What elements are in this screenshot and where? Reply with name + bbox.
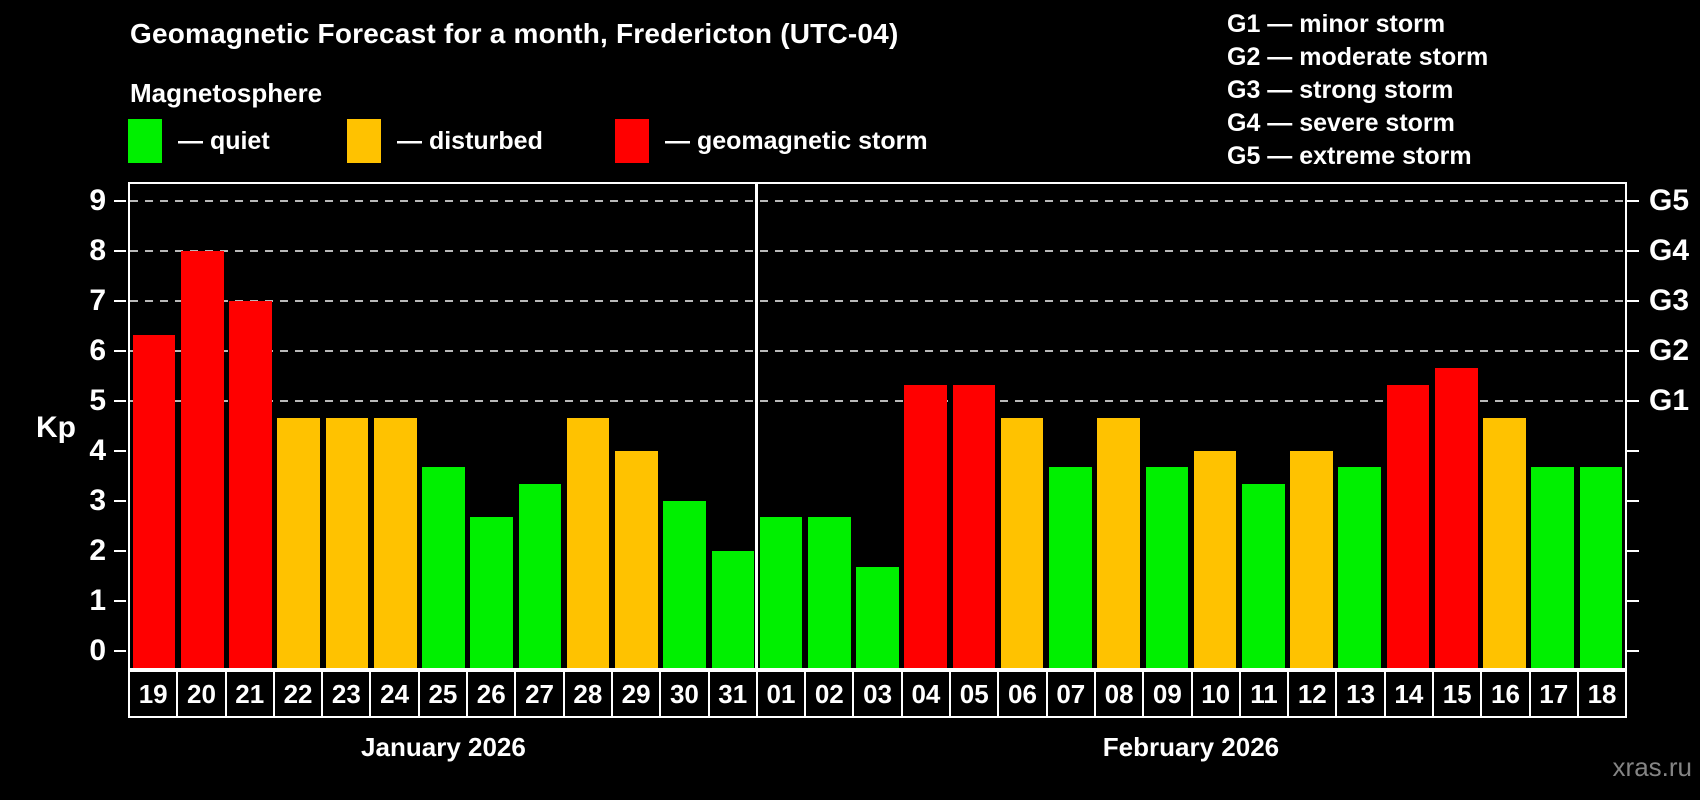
- gridline-kp-6: [130, 350, 1625, 353]
- date-cell-31: 31: [707, 670, 758, 718]
- disturbed-color-swatch: [347, 119, 381, 163]
- date-cell-18: 18: [1576, 670, 1628, 718]
- kp-bar-day-02: [807, 517, 851, 668]
- date-cell-13: 13: [1335, 670, 1386, 718]
- kp-bar-day-20: [181, 251, 224, 668]
- g-scale-legend-line: G1 — minor storm: [1227, 10, 1446, 38]
- date-cell-06: 06: [997, 670, 1048, 718]
- legend-heading: Magnetosphere: [130, 78, 323, 108]
- gridline-kp-7: [130, 300, 1625, 303]
- date-cell-23: 23: [321, 670, 372, 718]
- kp-bar-day-28: [566, 417, 610, 668]
- legend-item-quiet: — quiet: [128, 119, 270, 163]
- legend-item-label: — disturbed: [397, 126, 543, 155]
- kp-bar-day-03: [856, 567, 899, 668]
- date-axis-row: 19 20 21 22 23 24 25 26 27 28 29 30 31 01 02 03 04 05 06 07…: [128, 670, 1628, 718]
- kp-bar-day-14: [1386, 384, 1430, 668]
- date-cell-29: 29: [610, 670, 662, 718]
- storm-color-swatch: [615, 119, 649, 163]
- kp-bar-day-08: [1097, 417, 1140, 668]
- kp-bar-day-10: [1193, 450, 1237, 668]
- kp-bar-day-01: [759, 517, 803, 668]
- kp-bar-day-15: [1434, 367, 1478, 668]
- legend-item-storm: — geomagnetic storm: [615, 119, 928, 163]
- g-scale-legend-line: G3 — strong storm: [1227, 76, 1454, 104]
- kp-bar-day-09: [1145, 467, 1189, 668]
- kp-bar-day-07: [1049, 467, 1092, 668]
- kp-bar-day-26: [470, 517, 513, 668]
- kp-bar-day-13: [1338, 467, 1382, 668]
- legend-item-label: — quiet: [178, 126, 270, 155]
- kp-bar-day-31: [711, 550, 755, 668]
- date-cell-14: 14: [1383, 670, 1435, 718]
- date-cell-11: 11: [1238, 670, 1290, 718]
- date-cell-19: 19: [128, 670, 179, 718]
- date-cell-15: 15: [1432, 670, 1483, 718]
- kp-bar-day-06: [1000, 417, 1044, 668]
- kp-bar-day-05: [952, 384, 996, 668]
- date-cell-28: 28: [562, 670, 613, 718]
- kp-bar-day-25: [422, 467, 465, 668]
- date-cell-05: 05: [949, 670, 1000, 718]
- date-cell-08: 08: [1093, 670, 1145, 718]
- chart-title: Geomagnetic Forecast for a month, Freder…: [130, 18, 899, 49]
- date-cell-02: 02: [804, 670, 855, 718]
- watermark: xras.ru: [1612, 752, 1692, 782]
- month-label: February 2026: [1102, 732, 1280, 762]
- kp-bar-day-24: [373, 417, 417, 668]
- kp-bar-day-21: [229, 301, 272, 668]
- gridline-kp-5: [130, 400, 1625, 403]
- g-scale-legend-line: G5 — extreme storm: [1227, 142, 1472, 170]
- month-divider-line: [755, 184, 759, 668]
- kp-bar-day-12: [1290, 450, 1333, 668]
- kp-bar-day-23: [325, 417, 369, 668]
- kp-bar-day-04: [904, 384, 948, 668]
- y-axis-title: Kp: [36, 411, 76, 444]
- kp-bar-day-30: [663, 500, 706, 668]
- kp-bar-day-27: [518, 484, 562, 668]
- kp-bar-day-16: [1483, 417, 1526, 668]
- kp-bar-day-11: [1241, 484, 1285, 668]
- legend-item-disturbed: — disturbed: [347, 119, 543, 163]
- kp-bar-day-19: [132, 334, 176, 668]
- g-scale-legend-line: G4 — severe storm: [1227, 109, 1455, 137]
- date-cell-21: 21: [224, 670, 275, 718]
- plot-area: [128, 182, 1627, 670]
- kp-bar-day-29: [615, 450, 658, 668]
- kp-bar-day-17: [1531, 467, 1574, 668]
- month-label: January 2026: [361, 732, 526, 762]
- quiet-color-swatch: [128, 119, 162, 163]
- date-cell-16: 16: [1480, 670, 1531, 718]
- gridline-kp-8: [130, 250, 1625, 253]
- kp-bar-day-18: [1579, 467, 1623, 668]
- date-cell-04: 04: [900, 670, 952, 718]
- date-cell-10: 10: [1190, 670, 1241, 718]
- plot-inner: [130, 184, 1625, 668]
- g-scale-legend-line: G2 — moderate storm: [1227, 43, 1489, 71]
- legend-item-label: — geomagnetic storm: [665, 126, 928, 155]
- g-scale-legend: G1 — minor storm G2 — moderate storm G3 …: [1227, 8, 1488, 173]
- date-cell-30: 30: [659, 670, 710, 718]
- date-cell-17: 17: [1528, 670, 1579, 718]
- kp-bar-day-22: [277, 417, 321, 668]
- date-cell-01: 01: [755, 670, 807, 718]
- gridline-kp-9: [130, 200, 1625, 203]
- date-cell-12: 12: [1287, 670, 1338, 718]
